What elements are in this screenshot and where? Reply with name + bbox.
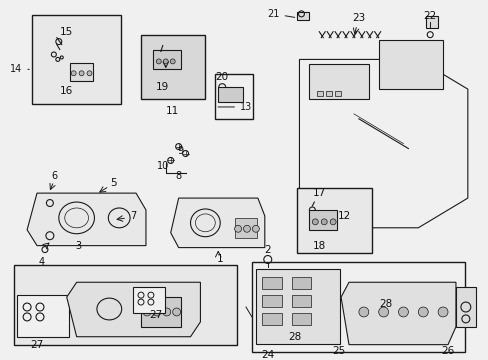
Bar [291,295,311,307]
Text: 18: 18 [312,240,325,251]
Polygon shape [299,59,467,228]
Bar [133,287,164,313]
Circle shape [170,59,175,64]
Bar [235,218,256,238]
Circle shape [329,219,335,225]
Text: 22: 22 [423,11,436,21]
Bar [215,74,252,119]
Circle shape [153,308,161,316]
Circle shape [252,225,259,232]
Bar [17,295,69,337]
Text: 28: 28 [378,299,391,309]
Text: 14: 14 [10,64,29,74]
Circle shape [417,307,427,317]
Text: 26: 26 [441,346,454,356]
Bar [334,91,340,96]
Bar [291,277,311,289]
Text: 15: 15 [60,27,73,37]
Bar [14,265,237,345]
Text: 12: 12 [337,211,350,221]
Text: 13: 13 [218,102,252,112]
Bar [378,40,442,89]
Polygon shape [66,282,200,337]
Circle shape [243,225,250,232]
Polygon shape [27,193,145,246]
Bar [153,50,180,69]
Bar [70,63,93,81]
Circle shape [142,308,151,316]
Circle shape [156,59,161,64]
Text: 11: 11 [166,106,179,116]
Text: 24: 24 [261,350,274,360]
Circle shape [71,71,76,76]
Text: 28: 28 [287,332,301,342]
Bar [141,35,205,99]
Bar [455,287,475,327]
Text: 5: 5 [110,178,116,188]
Circle shape [398,307,407,317]
Bar [317,91,323,96]
Circle shape [79,71,84,76]
Bar [261,277,281,289]
Text: 10: 10 [156,161,168,171]
Circle shape [321,219,326,225]
Polygon shape [170,198,264,248]
Bar [255,269,339,344]
Circle shape [172,308,180,316]
Text: 1: 1 [217,255,223,265]
Bar [426,16,437,28]
Circle shape [437,307,447,317]
Bar [261,295,281,307]
Text: 27: 27 [149,310,162,320]
Circle shape [87,71,92,76]
Text: 27: 27 [30,339,43,350]
Text: 20: 20 [215,72,228,82]
Bar [291,313,311,325]
Bar [141,297,180,327]
Text: 6: 6 [52,171,58,181]
Text: 3: 3 [75,240,81,251]
Circle shape [234,225,241,232]
Bar [218,87,243,102]
Bar [309,210,336,230]
Bar [261,313,281,325]
Bar [297,188,371,253]
Bar [325,91,331,96]
Bar [309,64,368,99]
Circle shape [358,307,368,317]
Bar [297,12,309,20]
Text: 16: 16 [60,86,73,96]
Circle shape [163,59,168,64]
Text: 21: 21 [267,9,294,19]
Text: 17: 17 [312,188,325,198]
Text: 8: 8 [175,171,182,181]
Circle shape [378,307,388,317]
Bar [32,15,121,104]
Text: 2: 2 [264,244,270,255]
Bar [251,262,464,352]
Text: 7: 7 [130,211,136,221]
Circle shape [312,219,318,225]
Text: 19: 19 [156,82,169,92]
Circle shape [163,308,170,316]
Text: 9: 9 [177,145,183,156]
Text: 25: 25 [332,346,345,356]
Polygon shape [340,282,455,345]
Text: 4: 4 [39,257,45,267]
Text: 23: 23 [351,13,365,23]
